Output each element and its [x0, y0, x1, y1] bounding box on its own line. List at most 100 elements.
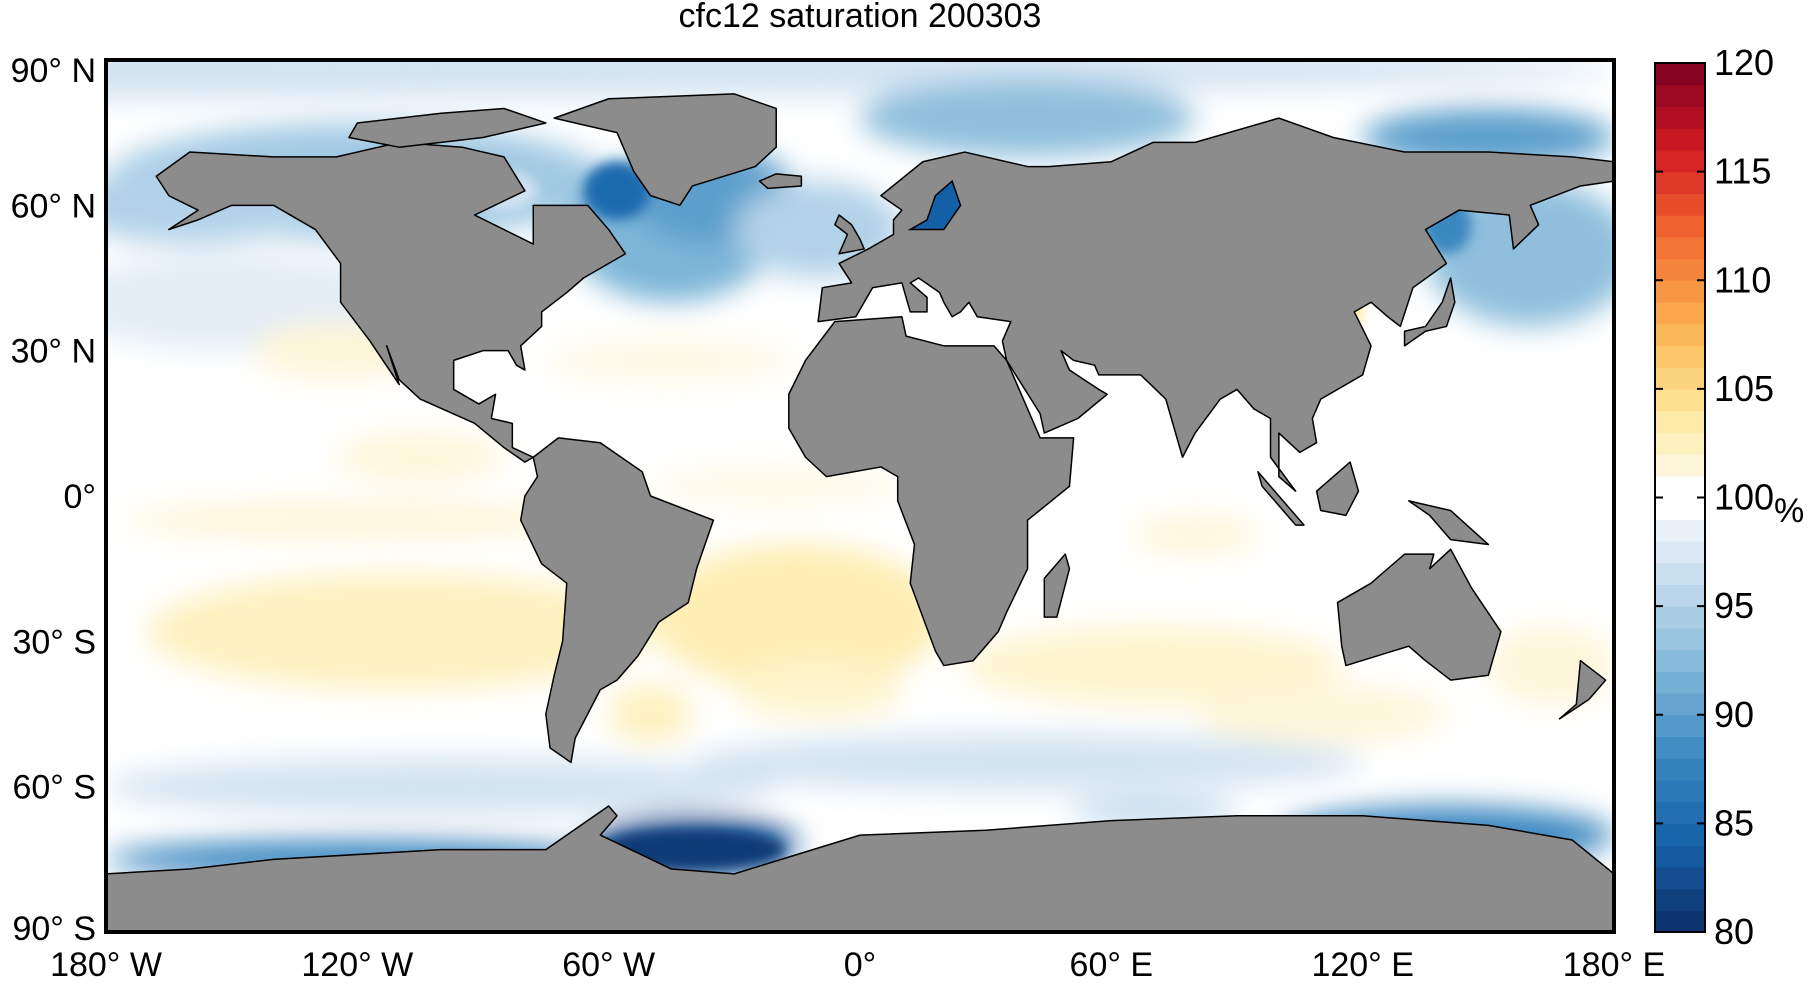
colorbar-band [1655, 258, 1705, 281]
colorbar-band [1655, 280, 1705, 303]
saturation-patch [106, 60, 1614, 99]
colorbar-band [1655, 323, 1705, 347]
saturation-patch [1425, 181, 1614, 327]
baltic-sea [907, 179, 962, 231]
y-tick-label: 60° N [11, 187, 96, 225]
colorbar-band [1655, 345, 1705, 368]
colorbar-band [1655, 106, 1705, 129]
x-tick-label: 60° E [1070, 946, 1154, 984]
x-tick-label: 120° W [301, 946, 413, 984]
colorbar-band [1655, 540, 1705, 564]
y-tick-label: 90° S [12, 910, 96, 948]
colorbar-band [1655, 866, 1705, 890]
y-tick-label: 30° N [11, 333, 96, 371]
saturation-patch [583, 161, 651, 220]
saturation-patch [650, 466, 902, 506]
colorbar-band [1655, 301, 1705, 325]
land-masses [106, 93, 1614, 932]
colorbar-band [1655, 627, 1705, 651]
colorbar-band [1655, 63, 1705, 86]
land-great-britain [834, 214, 865, 255]
land-greenland [553, 93, 777, 207]
land-arctic-islands [348, 107, 547, 148]
colorbar-tick-label: 100 [1714, 477, 1774, 518]
y-axis-ticks: 90° N 60° N 30° N 0° 30° S 60° S 90° S [11, 52, 96, 948]
land-iceland [758, 173, 803, 190]
land-madagascar [1043, 553, 1071, 618]
colorbar-unit: % [1774, 492, 1804, 530]
land-north-america [155, 141, 627, 463]
colorbar-band [1655, 801, 1705, 824]
colorbar-band [1655, 432, 1705, 455]
saturation-patch [692, 733, 1363, 792]
colorbar-band [1655, 823, 1705, 846]
saturation-patch [964, 626, 1342, 705]
colorbar-band [1655, 649, 1705, 672]
colorbar-band [1655, 606, 1705, 629]
saturation-patch [650, 544, 944, 690]
y-tick-label: 60° S [12, 769, 96, 807]
saturation-patch [1195, 684, 1447, 744]
colorbar-band [1655, 519, 1705, 542]
colorbar-tick-label: 105 [1714, 368, 1774, 409]
x-tick-label: 180° E [1563, 946, 1665, 984]
colorbar-tick-label: 85 [1714, 802, 1754, 843]
map-frame [104, 58, 1616, 934]
colorbar-band [1655, 149, 1705, 173]
colorbar: 80 85 90 95 100 105 110 115 120 % [1654, 42, 1804, 952]
colorbar-band [1655, 562, 1705, 585]
saturation-patch [106, 757, 777, 816]
saturation-patch [126, 500, 588, 540]
colorbar-band [1655, 714, 1705, 738]
colorbar-band [1655, 584, 1705, 607]
x-axis-ticks: 180° W 120° W 60° W 0° 60° E 120° E 180° E [50, 946, 1665, 984]
x-tick-label: 60° W [562, 946, 655, 984]
y-tick-label: 30° S [12, 623, 96, 661]
colorbar-tick-label: 115 [1714, 151, 1771, 192]
colorbar-band [1655, 171, 1705, 194]
land-japan [1403, 277, 1456, 347]
land-africa [788, 316, 1075, 667]
colorbar-band [1655, 215, 1705, 238]
x-tick-label: 120° E [1311, 946, 1413, 984]
land-eurasia [817, 117, 1614, 492]
saturation-patch [1132, 515, 1258, 555]
y-tick-label: 0° [63, 478, 96, 516]
land-new-zealand [1558, 659, 1607, 720]
colorbar-band [1655, 671, 1705, 694]
colorbar-tick-label: 95 [1714, 585, 1754, 626]
colorbar-tick-label: 90 [1714, 694, 1754, 735]
map-area [106, 60, 1614, 932]
colorbar-band [1655, 910, 1705, 933]
saturation-patch [545, 336, 798, 385]
colorbar-band [1655, 758, 1705, 781]
colorbar-band [1655, 693, 1705, 716]
colorbar-band [1655, 410, 1705, 433]
colorbar-bands [1655, 63, 1705, 933]
colorbar-band [1655, 128, 1705, 151]
colorbar-band [1655, 454, 1705, 477]
colorbar-band [1655, 367, 1705, 390]
land-antarctica [106, 805, 1614, 932]
chart-title: cfc12 saturation 200303 [679, 0, 1042, 35]
colorbar-band [1655, 845, 1705, 868]
colorbar-ticks: 80 85 90 95 100 105 110 115 120 [1655, 42, 1774, 952]
saturation-patch [336, 433, 504, 482]
colorbar-tick-label: 120 [1714, 42, 1774, 83]
land-new-guinea [1407, 500, 1490, 546]
colorbar-band [1655, 475, 1705, 499]
colorbar-band [1655, 736, 1705, 759]
saturation-patch [860, 79, 1196, 157]
land-sumatra-borneo [1257, 471, 1305, 526]
colorbar-band [1655, 388, 1705, 412]
x-tick-label: 0° [844, 946, 877, 984]
saturation-patch [734, 660, 902, 719]
colorbar-band [1655, 236, 1705, 260]
colorbar-band [1655, 497, 1705, 520]
colorbar-band [1655, 193, 1705, 216]
saturation-patch [147, 573, 651, 690]
land-borneo [1315, 461, 1360, 517]
colorbar-band [1655, 888, 1705, 911]
land-australia [1336, 548, 1502, 681]
